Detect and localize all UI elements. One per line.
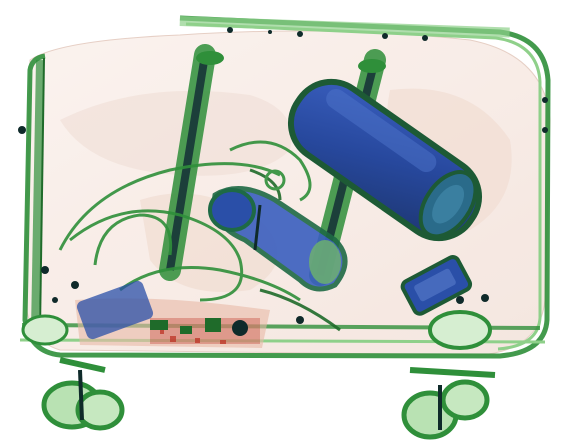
cables (58, 140, 341, 332)
wheel-front-right (401, 367, 496, 440)
wheel-rear (21, 310, 492, 350)
cylindrical-speaker (287, 78, 483, 242)
power-bank (400, 255, 473, 316)
top-rail (179, 16, 510, 41)
hair-dryer (208, 186, 348, 292)
circuit-board (75, 280, 270, 348)
bottom-hardware (18, 97, 548, 324)
wheels (21, 310, 496, 440)
wheel-front-left (41, 357, 125, 431)
